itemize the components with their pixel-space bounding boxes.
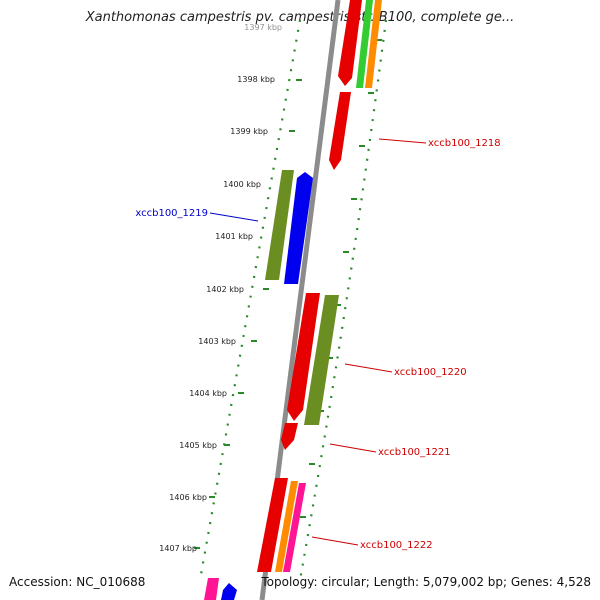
gene-label-1218[interactable]: xccb100_1218 [428, 138, 501, 149]
inner-major-ticks [194, 79, 302, 549]
gene-feature-olive[interactable] [265, 170, 294, 280]
gene-feature-red[interactable] [338, 0, 362, 86]
gene-feature-red[interactable] [329, 92, 351, 170]
kbp-label-1402: 1402 kbp [206, 285, 244, 294]
kbp-label-1404: 1404 kbp [189, 389, 227, 398]
callout-line-1222 [311, 536, 359, 546]
gene-label-1219[interactable]: xccb100_1219 [135, 208, 208, 219]
kbp-labels: 1397 kbp 1398 kbp 1399 kbp 1400 kbp 1401… [159, 23, 282, 553]
gene-feature-blue[interactable] [284, 172, 313, 284]
gene-feature-orange[interactable] [365, 0, 382, 88]
gene-feature-magenta[interactable] [204, 578, 219, 600]
gene-feature-orange[interactable] [275, 481, 298, 572]
gene-feature-red[interactable] [287, 293, 320, 421]
accession-label: Accession: NC_010688 [9, 575, 146, 589]
gene-group-bottom[interactable] [204, 578, 237, 600]
gene-callouts: xccb100_1218 xccb100_1219 xccb100_1220 x… [135, 138, 500, 551]
callout-line-1221 [329, 443, 377, 453]
gene-group-1219[interactable] [265, 170, 313, 284]
kbp-label-1403: 1403 kbp [198, 337, 236, 346]
gene-feature-olive[interactable] [304, 295, 339, 425]
kbp-label-1407: 1407 kbp [159, 544, 197, 553]
gene-feature-magenta[interactable] [283, 483, 306, 572]
kbp-label-1400: 1400 kbp [223, 180, 261, 189]
kbp-label-1397: 1397 kbp [244, 23, 282, 32]
kbp-label-1405: 1405 kbp [179, 441, 217, 450]
gene-label-1222[interactable]: xccb100_1222 [360, 540, 433, 551]
callout-line-1220 [344, 363, 393, 373]
gene-feature-blue[interactable] [221, 583, 237, 600]
gene-feature-green[interactable] [356, 0, 373, 88]
gene-label-1220[interactable]: xccb100_1220 [394, 367, 467, 378]
gene-feature-red[interactable] [257, 478, 288, 572]
gene-group-1222[interactable] [257, 478, 306, 572]
kbp-label-1406: 1406 kbp [169, 493, 207, 502]
callout-line-1219 [209, 212, 259, 222]
kbp-label-1401: 1401 kbp [215, 232, 253, 241]
topology-label: Topology: circular; Length: 5,079,002 bp… [261, 575, 591, 589]
kbp-label-1399: 1399 kbp [230, 127, 268, 136]
kbp-label-1398: 1398 kbp [237, 75, 275, 84]
gene-group-top[interactable] [329, 0, 382, 170]
gene-group-1220[interactable] [281, 293, 339, 450]
gene-feature-red[interactable] [281, 423, 298, 450]
map-title: Xanthomonas campestris pv. campestris st… [85, 10, 515, 25]
gene-label-1221[interactable]: xccb100_1221 [378, 447, 451, 458]
callout-line-1218 [378, 138, 427, 144]
